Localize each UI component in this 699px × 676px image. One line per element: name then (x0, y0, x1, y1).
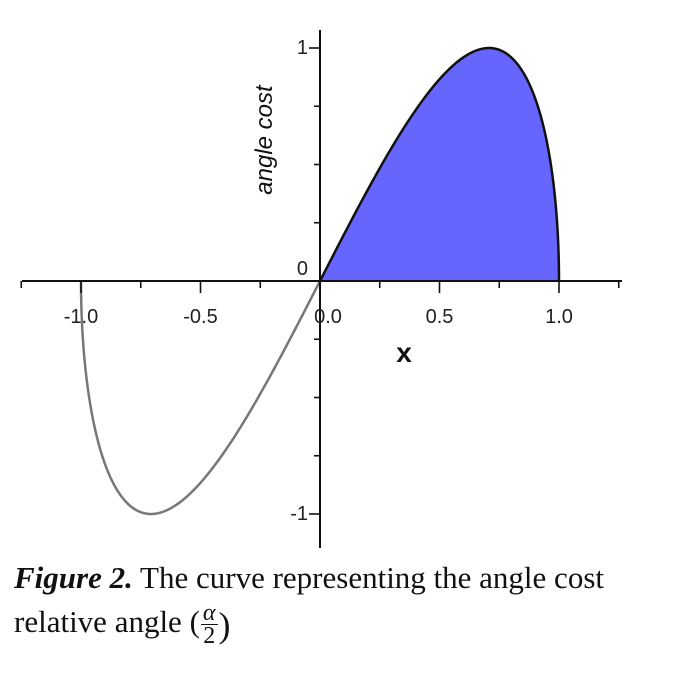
shaded-positive-region (320, 48, 559, 282)
curve-negative-branch (79, 280, 322, 516)
y-tick-label: 1 (297, 37, 308, 59)
figure-caption: Figure 2. The curve representing the ang… (14, 556, 694, 650)
x-axis-label: x (396, 337, 412, 368)
y-ticks: 1 0 -1 (290, 37, 320, 525)
x-tick-label: 1.0 (545, 306, 573, 328)
fraction-denominator: 2 (203, 623, 216, 650)
x-tick-label: 0.0 (314, 306, 342, 328)
caption-close-paren: ) (218, 604, 231, 645)
fraction-numerator: α (200, 600, 218, 627)
x-ticks: -1.0 -0.5 0.0 0.5 1.0 (20, 281, 620, 328)
caption-text: The curve representing the angle cost re… (14, 560, 604, 639)
y-tick-label: -1 (290, 503, 308, 525)
x-tick-label: -0.5 (183, 306, 217, 328)
y-axis-label: angle cost (251, 84, 278, 195)
curve-positive-branch (318, 46, 561, 282)
y-tick-label: 0 (297, 258, 308, 280)
figure-label: Figure 2. (14, 560, 133, 595)
x-tick-label: -1.0 (64, 306, 98, 328)
x-tick-label: 0.5 (426, 306, 454, 328)
angle-cost-chart: -1.0 -0.5 0.0 0.5 1.0 1 0 -1 angle cost x (20, 30, 622, 548)
